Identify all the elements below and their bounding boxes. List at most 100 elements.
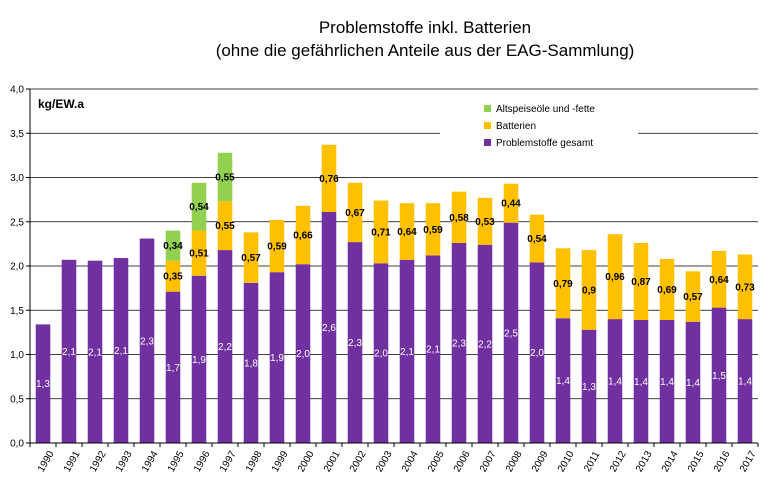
data-label: 0,69 <box>657 285 677 296</box>
bar-segment <box>113 258 129 443</box>
data-label: 2,3 <box>348 338 362 349</box>
bar-segment <box>217 250 233 443</box>
bar-segment <box>399 203 415 260</box>
bar-segment <box>685 321 701 443</box>
x-tick-label: 1996 <box>192 449 213 474</box>
data-label: 0,71 <box>371 227 391 238</box>
bar-segment <box>269 219 285 273</box>
data-label: 0,9 <box>582 285 596 296</box>
x-tick-label: 2004 <box>400 449 421 474</box>
data-label: 2,3 <box>140 336 154 347</box>
y-tick-label: 4,0 <box>10 85 24 96</box>
data-label: 2,2 <box>218 342 232 353</box>
bar-segment <box>321 212 337 443</box>
bar-segment <box>217 152 233 202</box>
bar-segment <box>61 259 77 443</box>
bar-segment <box>165 291 181 443</box>
bar-segment <box>581 250 597 330</box>
x-tick-label: 1997 <box>218 449 239 474</box>
bar-segment <box>555 248 571 319</box>
data-label: 1,4 <box>608 377 622 388</box>
data-label: 2,6 <box>322 323 336 334</box>
bar-segment <box>451 242 467 443</box>
bar-segment <box>191 230 207 276</box>
x-tick-label: 1999 <box>270 449 291 474</box>
x-tick-label: 2010 <box>556 449 577 474</box>
x-tick-label: 2014 <box>660 449 681 474</box>
data-label: 1,4 <box>634 377 648 388</box>
y-tick-label: 2,0 <box>10 262 24 273</box>
data-label: 0,64 <box>709 275 729 286</box>
data-label: 2,1 <box>400 347 414 358</box>
x-tick-label: 2007 <box>478 449 499 474</box>
bar-segment <box>165 230 181 261</box>
bar-segment <box>711 250 727 308</box>
bar-segment <box>373 263 389 443</box>
bars <box>35 144 753 443</box>
data-label: 1,4 <box>660 377 674 388</box>
legend-label: Problemstoffe gesamt <box>496 138 593 149</box>
data-label: 0,54 <box>527 234 547 245</box>
bar-segment <box>607 319 623 443</box>
data-label: 0,44 <box>501 199 521 210</box>
data-label: 2,1 <box>62 347 76 358</box>
data-label: 0,34 <box>163 241 183 252</box>
data-label: 0,59 <box>423 225 443 236</box>
y-tick-label: 1,5 <box>10 306 24 317</box>
data-label: 0,55 <box>215 173 235 184</box>
data-label: 0,79 <box>553 279 573 290</box>
bar-segment <box>659 258 675 320</box>
legend-swatch <box>484 139 491 146</box>
data-label: 0,51 <box>189 249 209 260</box>
bar-segment <box>347 182 363 243</box>
x-tick-label: 2006 <box>452 449 473 474</box>
bar-segment <box>529 262 545 443</box>
y-tick-label: 0,5 <box>10 394 24 405</box>
data-label: 0,55 <box>215 221 235 232</box>
x-tick-label: 1992 <box>88 449 109 474</box>
bar-segment <box>269 272 285 443</box>
x-tick-label: 1994 <box>140 449 161 474</box>
x-tick-label: 2000 <box>296 449 317 474</box>
y-tick-label: 3,5 <box>10 129 24 140</box>
bar-segment <box>477 197 493 245</box>
bar-segment <box>529 214 545 263</box>
data-label: 2,0 <box>530 348 544 359</box>
data-label: 2,1 <box>88 347 102 358</box>
x-tick-label: 2005 <box>426 449 447 474</box>
data-label: 2,1 <box>426 345 440 356</box>
x-tick-label: 2017 <box>738 449 759 474</box>
x-tick-label: 2012 <box>608 449 629 474</box>
x-tick-label: 2002 <box>348 449 369 474</box>
gridlines <box>30 88 758 400</box>
bar-segment <box>503 222 519 443</box>
x-tick-label: 2016 <box>712 449 733 474</box>
data-label: 0,76 <box>319 174 339 185</box>
y-tick-label: 3,0 <box>10 173 24 184</box>
x-tick-label: 2011 <box>582 449 602 474</box>
bar-segment <box>659 319 675 443</box>
data-label: 1,3 <box>582 382 596 393</box>
legend-label: Batterien <box>496 121 536 132</box>
data-label: 0,73 <box>735 282 755 293</box>
data-label: 0,58 <box>449 213 469 224</box>
x-tick-label: 1991 <box>62 449 83 474</box>
bar-segment <box>555 318 571 443</box>
y-tick-label: 1,0 <box>10 350 24 361</box>
data-label: 0,54 <box>189 202 209 213</box>
data-label: 2,3 <box>452 338 466 349</box>
legend-swatch <box>484 105 491 112</box>
data-label: 0,53 <box>475 217 495 228</box>
data-label: 1,3 <box>36 379 50 390</box>
bar-segment <box>633 242 649 320</box>
x-tick-label: 2013 <box>634 449 655 474</box>
bar-segment <box>191 182 207 231</box>
bar-segment <box>607 234 623 320</box>
x-tick-label: 1990 <box>36 449 57 474</box>
legend: Altspeiseöle und -fette Batterien Problems… <box>484 104 595 149</box>
bar-segment <box>373 200 389 264</box>
bar-segment <box>737 254 753 320</box>
bar-segment <box>685 271 701 322</box>
